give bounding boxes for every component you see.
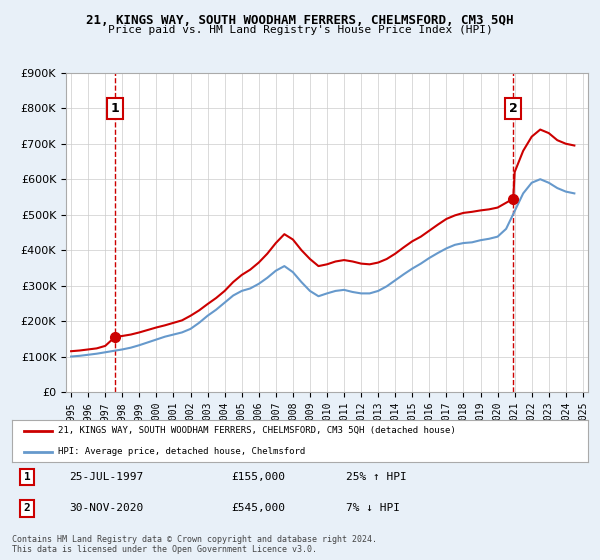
Text: 1: 1 (110, 102, 119, 115)
Text: 1: 1 (23, 472, 30, 482)
Text: £155,000: £155,000 (231, 472, 285, 482)
Text: 21, KINGS WAY, SOUTH WOODHAM FERRERS, CHELMSFORD, CM3 5QH (detached house): 21, KINGS WAY, SOUTH WOODHAM FERRERS, CH… (58, 426, 456, 435)
Text: HPI: Average price, detached house, Chelmsford: HPI: Average price, detached house, Chel… (58, 447, 305, 456)
Text: £545,000: £545,000 (231, 503, 285, 514)
Text: 2: 2 (23, 503, 30, 514)
Text: Contains HM Land Registry data © Crown copyright and database right 2024.
This d: Contains HM Land Registry data © Crown c… (12, 535, 377, 554)
Text: 25% ↑ HPI: 25% ↑ HPI (346, 472, 407, 482)
Text: 25-JUL-1997: 25-JUL-1997 (70, 472, 144, 482)
Text: 7% ↓ HPI: 7% ↓ HPI (346, 503, 400, 514)
Text: 21, KINGS WAY, SOUTH WOODHAM FERRERS, CHELMSFORD, CM3 5QH: 21, KINGS WAY, SOUTH WOODHAM FERRERS, CH… (86, 14, 514, 27)
Text: 30-NOV-2020: 30-NOV-2020 (70, 503, 144, 514)
Text: Price paid vs. HM Land Registry's House Price Index (HPI): Price paid vs. HM Land Registry's House … (107, 25, 493, 35)
Text: 2: 2 (509, 102, 518, 115)
